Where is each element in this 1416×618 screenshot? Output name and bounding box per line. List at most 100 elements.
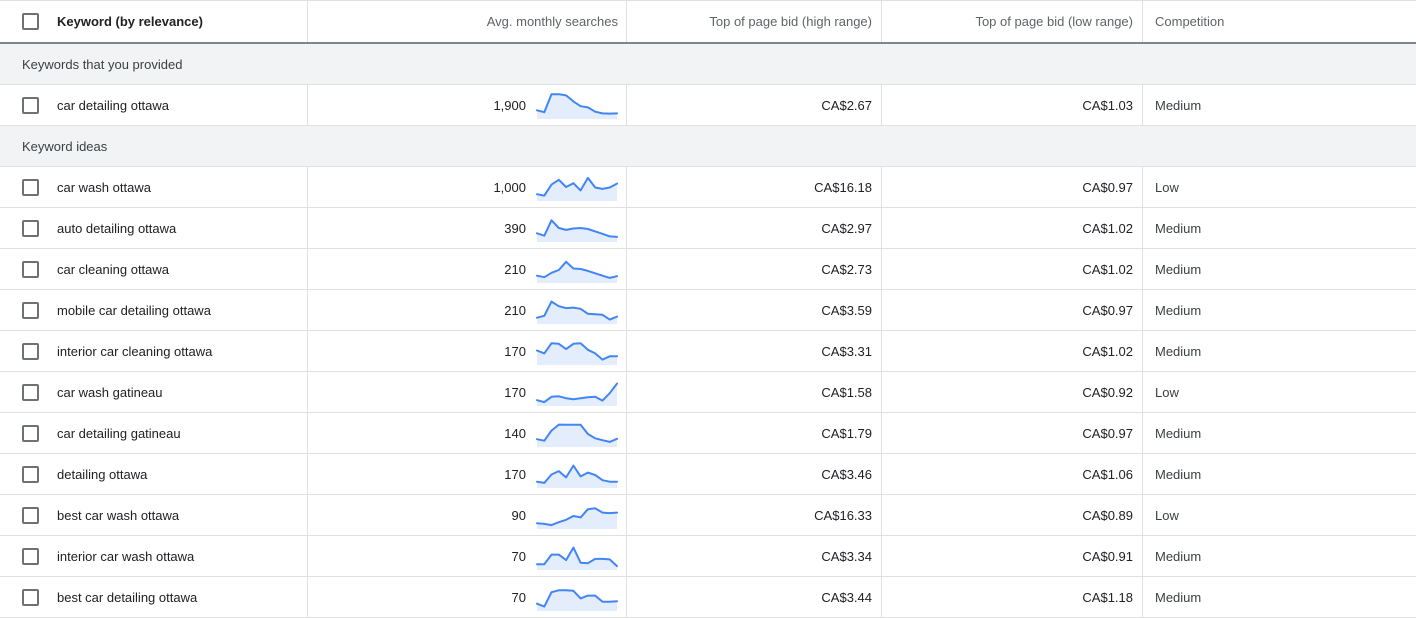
keyword-cell: detailing ottawa bbox=[0, 454, 308, 494]
keyword-label: interior car cleaning ottawa bbox=[57, 343, 213, 359]
bid-low-value: CA$0.97 bbox=[1082, 302, 1133, 318]
keyword-cell: best car wash ottawa bbox=[0, 495, 308, 535]
row-checkbox[interactable] bbox=[22, 219, 39, 237]
keyword-row[interactable]: car wash ottawa 1,000 CA$16.18 CA$0.97 L… bbox=[0, 167, 1416, 208]
column-header-bid-low[interactable]: Top of page bid (low range) bbox=[975, 14, 1133, 29]
avg-monthly-searches-value: 1,900 bbox=[493, 97, 526, 113]
keyword-cell: interior car wash ottawa bbox=[0, 536, 308, 576]
avg-monthly-searches-cell: 210 bbox=[308, 249, 627, 289]
row-checkbox[interactable] bbox=[22, 588, 39, 606]
bid-low-value: CA$1.18 bbox=[1082, 589, 1133, 605]
avg-monthly-searches-value: 170 bbox=[504, 384, 526, 400]
bid-low-value: CA$1.02 bbox=[1082, 220, 1133, 236]
competition-value: Medium bbox=[1155, 261, 1202, 277]
keyword-row[interactable]: auto detailing ottawa 390 CA$2.97 CA$1.0… bbox=[0, 208, 1416, 249]
bid-low-cell: CA$0.92 bbox=[882, 372, 1143, 412]
bid-high-value: CA$1.79 bbox=[821, 425, 872, 441]
keyword-row[interactable]: detailing ottawa 170 CA$3.46 CA$1.06 Med… bbox=[0, 454, 1416, 495]
row-checkbox[interactable] bbox=[22, 547, 39, 565]
bid-high-value: CA$2.97 bbox=[821, 220, 872, 236]
search-trend-sparkline bbox=[536, 507, 618, 529]
avg-monthly-searches-cell: 70 bbox=[308, 536, 627, 576]
column-header-competition[interactable]: Competition bbox=[1155, 14, 1225, 29]
bid-high-cell: CA$3.46 bbox=[627, 454, 882, 494]
bid-high-value: CA$16.18 bbox=[814, 179, 872, 195]
keyword-row[interactable]: car cleaning ottawa 210 CA$2.73 CA$1.02 … bbox=[0, 249, 1416, 290]
bid-high-value: CA$3.59 bbox=[821, 302, 872, 318]
bid-low-cell: CA$0.97 bbox=[882, 290, 1143, 330]
avg-monthly-searches-cell: 170 bbox=[308, 331, 627, 371]
bid-high-cell: CA$1.58 bbox=[627, 372, 882, 412]
section-header-row: Keywords that you provided bbox=[0, 44, 1416, 85]
table-body: Keywords that you provided car detailing… bbox=[0, 44, 1416, 618]
keyword-label: detailing ottawa bbox=[57, 466, 148, 482]
search-trend-sparkline bbox=[536, 176, 618, 201]
row-checkbox[interactable] bbox=[22, 465, 39, 483]
keyword-label: mobile car detailing ottawa bbox=[57, 302, 211, 318]
keyword-row[interactable]: best car detailing ottawa 70 CA$3.44 CA$… bbox=[0, 577, 1416, 618]
row-checkbox[interactable] bbox=[22, 260, 39, 278]
competition-value: Medium bbox=[1155, 548, 1202, 564]
keyword-row[interactable]: car wash gatineau 170 CA$1.58 CA$0.92 Lo… bbox=[0, 372, 1416, 413]
avg-monthly-searches-value: 70 bbox=[511, 589, 526, 605]
bid-high-cell: CA$2.67 bbox=[627, 85, 882, 125]
row-checkbox[interactable] bbox=[22, 424, 39, 442]
competition-cell: Low bbox=[1143, 167, 1416, 207]
row-checkbox[interactable] bbox=[22, 383, 39, 401]
search-trend-sparkline bbox=[536, 219, 618, 242]
row-checkbox[interactable] bbox=[22, 178, 39, 196]
bid-low-cell: CA$0.89 bbox=[882, 495, 1143, 535]
keyword-label: car detailing gatineau bbox=[57, 425, 181, 441]
header-cell-avg-monthly-searches: Avg. monthly searches bbox=[308, 1, 627, 42]
bid-high-value: CA$1.58 bbox=[821, 384, 872, 400]
bid-low-value: CA$1.02 bbox=[1082, 261, 1133, 277]
section-header-row: Keyword ideas bbox=[0, 126, 1416, 167]
bid-high-value: CA$3.46 bbox=[821, 466, 872, 482]
keyword-row[interactable]: interior car cleaning ottawa 170 CA$3.31… bbox=[0, 331, 1416, 372]
row-checkbox[interactable] bbox=[22, 96, 39, 114]
column-header-bid-high[interactable]: Top of page bid (high range) bbox=[709, 14, 872, 29]
avg-monthly-searches-value: 140 bbox=[504, 425, 526, 441]
avg-monthly-searches-value: 1,000 bbox=[493, 179, 526, 195]
competition-cell: Medium bbox=[1143, 85, 1416, 125]
avg-monthly-searches-cell: 170 bbox=[308, 372, 627, 412]
keyword-row[interactable]: best car wash ottawa 90 CA$16.33 CA$0.89… bbox=[0, 495, 1416, 536]
bid-low-cell: CA$1.18 bbox=[882, 577, 1143, 617]
bid-low-cell: CA$1.02 bbox=[882, 249, 1143, 289]
competition-cell: Medium bbox=[1143, 290, 1416, 330]
competition-value: Medium bbox=[1155, 425, 1202, 441]
bid-high-cell: CA$2.97 bbox=[627, 208, 882, 248]
row-checkbox[interactable] bbox=[22, 506, 39, 524]
bid-high-cell: CA$16.18 bbox=[627, 167, 882, 207]
search-trend-sparkline bbox=[536, 546, 618, 570]
keyword-label: interior car wash ottawa bbox=[57, 548, 195, 564]
keyword-label: best car detailing ottawa bbox=[57, 589, 198, 605]
bid-low-cell: CA$1.02 bbox=[882, 331, 1143, 371]
keyword-label: car detailing ottawa bbox=[57, 97, 170, 113]
keyword-row[interactable]: mobile car detailing ottawa 210 CA$3.59 … bbox=[0, 290, 1416, 331]
search-trend-sparkline bbox=[536, 300, 618, 324]
row-checkbox[interactable] bbox=[22, 342, 39, 360]
bid-low-cell: CA$1.03 bbox=[882, 85, 1143, 125]
avg-monthly-searches-value: 390 bbox=[504, 220, 526, 236]
search-trend-sparkline bbox=[536, 464, 618, 488]
column-header-avg-monthly-searches[interactable]: Avg. monthly searches bbox=[486, 14, 618, 29]
bid-low-cell: CA$1.02 bbox=[882, 208, 1143, 248]
header-cell-competition: Competition bbox=[1143, 1, 1416, 42]
keyword-cell: mobile car detailing ottawa bbox=[0, 290, 308, 330]
keyword-row[interactable]: interior car wash ottawa 70 CA$3.34 CA$0… bbox=[0, 536, 1416, 577]
avg-monthly-searches-cell: 210 bbox=[308, 290, 627, 330]
select-all-checkbox[interactable] bbox=[22, 13, 39, 30]
keyword-row[interactable]: car detailing gatineau 140 CA$1.79 CA$0.… bbox=[0, 413, 1416, 454]
bid-low-value: CA$0.91 bbox=[1082, 548, 1133, 564]
keyword-row[interactable]: car detailing ottawa 1,900 CA$2.67 CA$1.… bbox=[0, 85, 1416, 126]
keyword-label: car wash ottawa bbox=[57, 179, 151, 195]
avg-monthly-searches-value: 210 bbox=[504, 302, 526, 318]
column-header-keyword[interactable]: Keyword (by relevance) bbox=[57, 14, 203, 29]
keyword-cell: best car detailing ottawa bbox=[0, 577, 308, 617]
row-checkbox[interactable] bbox=[22, 301, 39, 319]
keyword-cell: interior car cleaning ottawa bbox=[0, 331, 308, 371]
avg-monthly-searches-cell: 90 bbox=[308, 495, 627, 535]
bid-low-cell: CA$1.06 bbox=[882, 454, 1143, 494]
bid-high-cell: CA$3.59 bbox=[627, 290, 882, 330]
